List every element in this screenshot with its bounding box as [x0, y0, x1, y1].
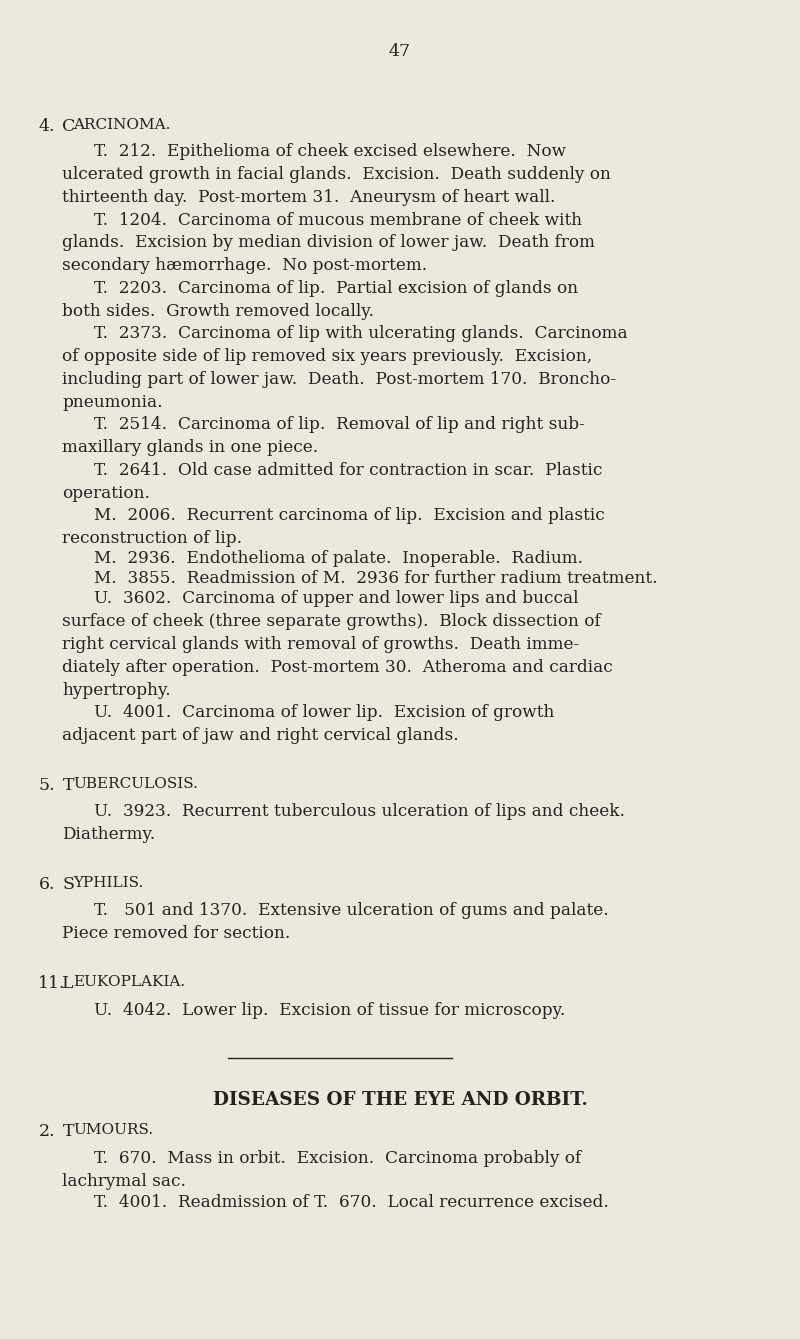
Text: T.  4001.  Readmission of T.  670.  Local recurrence excised.: T. 4001. Readmission of T. 670. Local re… [94, 1194, 610, 1212]
Text: M.  3855.  Readmission of M.  2936 for further radium treatment.: M. 3855. Readmission of M. 2936 for furt… [94, 570, 658, 588]
Text: pneumonia.: pneumonia. [62, 394, 163, 411]
Text: adjacent part of jaw and right cervical glands.: adjacent part of jaw and right cervical … [62, 727, 459, 744]
Text: U.  4001.  Carcinoma of lower lip.  Excision of growth: U. 4001. Carcinoma of lower lip. Excisio… [94, 704, 554, 722]
Text: hypertrophy.: hypertrophy. [62, 682, 171, 699]
Text: U.  3602.  Carcinoma of upper and lower lips and buccal: U. 3602. Carcinoma of upper and lower li… [94, 590, 579, 608]
Text: M.  2936.  Endothelioma of palate.  Inoperable.  Radium.: M. 2936. Endothelioma of palate. Inopera… [94, 550, 583, 568]
Text: ulcerated growth in facial glands.  Excision.  Death suddenly on: ulcerated growth in facial glands. Excis… [62, 166, 611, 183]
Text: UMOURS.: UMOURS. [73, 1123, 153, 1137]
Text: T.   501 and 1370.  Extensive ulceration of gums and palate.: T. 501 and 1370. Extensive ulceration of… [94, 902, 609, 920]
Text: T.  2514.  Carcinoma of lip.  Removal of lip and right sub-: T. 2514. Carcinoma of lip. Removal of li… [94, 416, 586, 434]
Text: diately after operation.  Post-mortem 30.  Atheroma and cardiac: diately after operation. Post-mortem 30.… [62, 659, 613, 676]
Text: thirteenth day.  Post-mortem 31.  Aneurysm of heart wall.: thirteenth day. Post-mortem 31. Aneurysm… [62, 189, 556, 206]
Text: T.  670.  Mass in orbit.  Excision.  Carcinoma probably of: T. 670. Mass in orbit. Excision. Carcino… [94, 1150, 582, 1168]
Text: T.  2641.  Old case admitted for contraction in scar.  Plastic: T. 2641. Old case admitted for contracti… [94, 462, 602, 479]
Text: YPHILIS.: YPHILIS. [73, 876, 143, 889]
Text: S: S [62, 876, 74, 893]
Text: 4.: 4. [38, 118, 55, 135]
Text: of opposite side of lip removed six years previously.  Excision,: of opposite side of lip removed six year… [62, 348, 593, 366]
Text: T.  212.  Epithelioma of cheek excised elsewhere.  Now: T. 212. Epithelioma of cheek excised els… [94, 143, 566, 161]
Text: EUKOPLAKIA.: EUKOPLAKIA. [73, 975, 185, 988]
Text: T.  2373.  Carcinoma of lip with ulcerating glands.  Carcinoma: T. 2373. Carcinoma of lip with ulceratin… [94, 325, 628, 343]
Text: ARCINOMA.: ARCINOMA. [73, 118, 170, 131]
Text: right cervical glands with removal of growths.  Death imme-: right cervical glands with removal of gr… [62, 636, 580, 653]
Text: C: C [62, 118, 76, 135]
Text: L: L [62, 975, 74, 992]
Text: Diathermy.: Diathermy. [62, 826, 156, 844]
Text: reconstruction of lip.: reconstruction of lip. [62, 530, 242, 548]
Text: U.  4042.  Lower lip.  Excision of tissue for microscopy.: U. 4042. Lower lip. Excision of tissue f… [94, 1002, 566, 1019]
Text: surface of cheek (three separate growths).  Block dissection of: surface of cheek (three separate growths… [62, 613, 601, 631]
Text: DISEASES OF THE EYE AND ORBIT.: DISEASES OF THE EYE AND ORBIT. [213, 1091, 587, 1109]
Text: T.  1204.  Carcinoma of mucous membrane of cheek with: T. 1204. Carcinoma of mucous membrane of… [94, 212, 582, 229]
Text: T.  2203.  Carcinoma of lip.  Partial excision of glands on: T. 2203. Carcinoma of lip. Partial excis… [94, 280, 578, 297]
Text: 47: 47 [389, 43, 411, 60]
Text: operation.: operation. [62, 485, 150, 502]
Text: Piece removed for section.: Piece removed for section. [62, 925, 290, 943]
Text: glands.  Excision by median division of lower jaw.  Death from: glands. Excision by median division of l… [62, 234, 595, 252]
Text: 5.: 5. [38, 777, 55, 794]
Text: T: T [62, 777, 74, 794]
Text: UBERCULOSIS.: UBERCULOSIS. [73, 777, 198, 790]
Text: lachrymal sac.: lachrymal sac. [62, 1173, 186, 1190]
Text: 6.: 6. [38, 876, 55, 893]
Text: U.  3923.  Recurrent tuberculous ulceration of lips and cheek.: U. 3923. Recurrent tuberculous ulceratio… [94, 803, 626, 821]
Text: both sides.  Growth removed locally.: both sides. Growth removed locally. [62, 303, 374, 320]
Text: secondary hæmorrhage.  No post-mortem.: secondary hæmorrhage. No post-mortem. [62, 257, 428, 274]
Text: T: T [62, 1123, 74, 1141]
Text: 11.: 11. [38, 975, 66, 992]
Text: including part of lower jaw.  Death.  Post-mortem 170.  Broncho-: including part of lower jaw. Death. Post… [62, 371, 617, 388]
Text: 2.: 2. [38, 1123, 55, 1141]
Text: maxillary glands in one piece.: maxillary glands in one piece. [62, 439, 318, 457]
Text: M.  2006.  Recurrent carcinoma of lip.  Excision and plastic: M. 2006. Recurrent carcinoma of lip. Exc… [94, 507, 605, 525]
